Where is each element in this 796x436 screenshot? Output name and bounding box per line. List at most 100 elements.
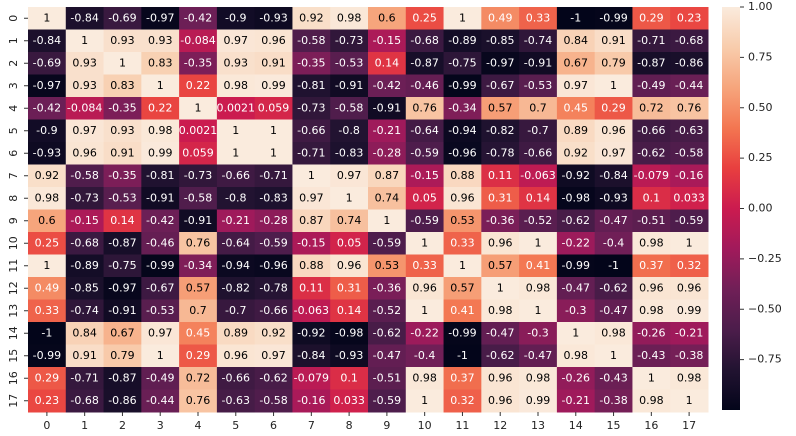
cell-label: -0.52 [373, 304, 401, 317]
cell [65, 187, 105, 210]
cell [556, 142, 596, 165]
cell [368, 74, 407, 98]
cell [179, 367, 218, 390]
cell [481, 389, 520, 413]
cell [65, 322, 105, 345]
cell-label: 0.23 [35, 394, 60, 407]
cell [103, 97, 142, 120]
cell [141, 299, 180, 323]
cell [443, 322, 482, 345]
cell [292, 119, 331, 143]
cell [368, 367, 407, 390]
cell-label: 0.23 [677, 11, 702, 24]
cell [103, 29, 142, 53]
cell-label: 0.57 [488, 259, 513, 272]
cell-label: 0.7 [189, 304, 207, 317]
cell-label: 0.05 [412, 191, 437, 204]
cell [519, 389, 558, 413]
cell [254, 209, 293, 233]
cell [179, 187, 218, 210]
cell-label: -0.99 [146, 259, 174, 272]
cell-label: -0.97 [33, 79, 61, 92]
cell-label: 0.6 [38, 214, 56, 227]
cell [405, 367, 445, 390]
cell [330, 254, 369, 278]
cell-label: 0.99 [677, 304, 702, 317]
cell-label: -0.73 [70, 191, 98, 204]
cell [254, 367, 293, 390]
cell-label: -0.15 [70, 214, 98, 227]
x-tick-label: 12 [493, 419, 507, 432]
cell-label: 1 [535, 236, 542, 249]
x-tick-label: 7 [308, 419, 315, 432]
cell [481, 119, 520, 143]
cell [65, 389, 105, 413]
cell [594, 7, 633, 30]
cell-label: -0.063 [294, 304, 329, 317]
cell [594, 74, 633, 98]
cell [254, 232, 293, 255]
cell [632, 344, 671, 368]
x-tick-label: 6 [270, 419, 277, 432]
cell-label: -0.15 [297, 236, 325, 249]
cell-label: -0.64 [222, 236, 250, 249]
cell [670, 7, 709, 30]
cell [519, 322, 558, 345]
cell [632, 299, 671, 323]
cell [216, 277, 256, 300]
cell [368, 344, 407, 368]
x-tick-label: 9 [383, 419, 390, 432]
cell-label: 0.98 [639, 236, 664, 249]
cell [103, 389, 142, 413]
cell-label: 0.98 [601, 326, 626, 339]
cell-label: -0.87 [108, 236, 136, 249]
cell-label: 0.89 [564, 124, 589, 137]
cell [28, 187, 67, 210]
cell-label: 0.6 [378, 11, 396, 24]
x-tick-label: 2 [119, 419, 126, 432]
cell [443, 254, 482, 278]
colorbar-tick-label: 0.75 [748, 50, 773, 63]
cell-label: 0.45 [186, 326, 211, 339]
cell [103, 367, 142, 390]
cell [556, 367, 596, 390]
cell-label: -0.68 [675, 34, 703, 47]
cell [670, 344, 709, 368]
cell [368, 254, 407, 278]
cell-label: -0.83 [335, 146, 363, 159]
x-tick-label: 8 [346, 419, 353, 432]
cell-label: 0.76 [677, 101, 702, 114]
y-tick-label: 11 [7, 259, 20, 273]
cell [632, 322, 671, 345]
cell-label: -0.16 [297, 394, 325, 407]
cell-label: 0.76 [186, 394, 211, 407]
cell-label: -0.52 [524, 214, 552, 227]
cell [65, 97, 105, 120]
cell-label: -0.51 [637, 214, 665, 227]
cell [481, 7, 520, 30]
cell-label: 0.033 [673, 191, 705, 204]
cell [405, 29, 445, 53]
cell [632, 232, 671, 255]
cell [141, 254, 180, 278]
cell [65, 119, 105, 143]
cell-label: 0.96 [72, 146, 97, 159]
cell [141, 322, 180, 345]
cell-label: 0.41 [450, 304, 475, 317]
cell [254, 344, 293, 368]
cell-label: 0.0021 [179, 124, 218, 137]
cell [28, 142, 67, 165]
cell [632, 97, 671, 120]
cell-label: -0.66 [222, 371, 250, 384]
cell [368, 299, 407, 323]
cell [179, 52, 218, 75]
cell-label: -0.21 [562, 394, 590, 407]
cell-label: 0.91 [601, 34, 626, 47]
cell-label: 1 [572, 326, 579, 339]
cell-label: -1 [457, 349, 468, 362]
cell [254, 52, 293, 75]
cell [330, 299, 369, 323]
cell-label: -0.62 [259, 371, 287, 384]
cell [28, 74, 67, 98]
colorbar-tick-label: 1.00 [748, 0, 773, 13]
